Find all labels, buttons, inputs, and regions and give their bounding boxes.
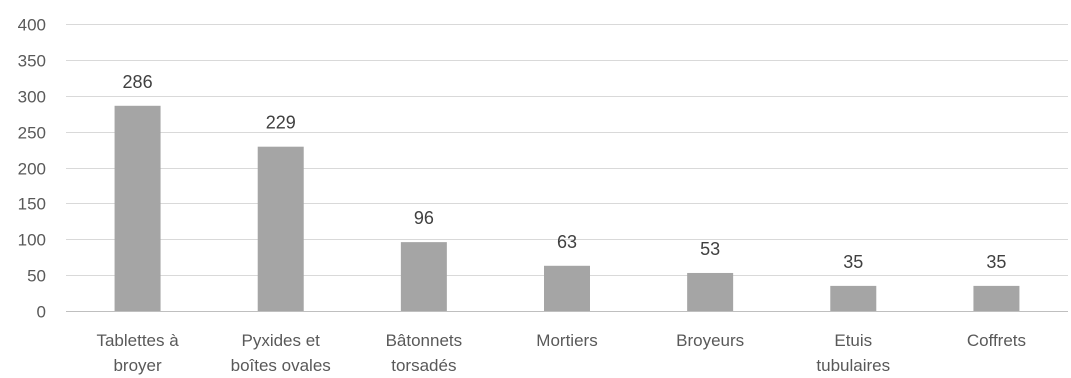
- data-label-3: 63: [557, 232, 577, 252]
- y-tick-label-300: 300: [18, 88, 46, 107]
- y-axis-tick-labels: 0 50 100 150 200 250 300 350 400: [18, 16, 46, 322]
- y-tick-label-50: 50: [27, 267, 46, 286]
- y-tick-label-400: 400: [18, 16, 46, 35]
- data-label-4: 53: [700, 239, 720, 259]
- bar-4: [687, 272, 734, 311]
- bar-5: [830, 285, 877, 311]
- y-tick-label-0: 0: [37, 303, 46, 322]
- bars: [114, 105, 1020, 311]
- category-label-0: Tablettes à broyer: [96, 331, 179, 375]
- y-tick-label-350: 350: [18, 52, 46, 71]
- data-label-2: 96: [414, 208, 434, 228]
- bar-1: [257, 146, 304, 311]
- y-tick-label-100: 100: [18, 231, 46, 250]
- y-tick-label-150: 150: [18, 195, 46, 214]
- bar-6: [973, 285, 1020, 311]
- y-tick-label-200: 200: [18, 160, 46, 179]
- gridlines: [66, 24, 1068, 312]
- category-label-6: Coffrets: [967, 331, 1026, 350]
- category-label-3: Mortiers: [536, 331, 597, 350]
- category-label-1: Pyxides et boîtes ovales: [231, 331, 331, 375]
- data-label-0: 286: [123, 72, 153, 92]
- category-label-4: Broyeurs: [676, 331, 744, 350]
- category-label-2: Bâtonnets torsadés: [386, 331, 463, 375]
- category-labels: Tablettes à broyer Pyxides et boîtes ovales…: [96, 331, 1026, 375]
- data-label-6: 35: [986, 252, 1006, 272]
- data-label-1: 229: [266, 113, 296, 133]
- bar-2: [400, 242, 447, 311]
- bar-3: [544, 265, 590, 311]
- data-labels: 286 229 96 63 53 35 35: [123, 72, 1007, 272]
- bar-0: [114, 105, 161, 311]
- y-tick-label-250: 250: [18, 124, 46, 143]
- data-label-5: 35: [843, 252, 863, 272]
- category-label-5: Etuis tubulaires: [816, 331, 890, 375]
